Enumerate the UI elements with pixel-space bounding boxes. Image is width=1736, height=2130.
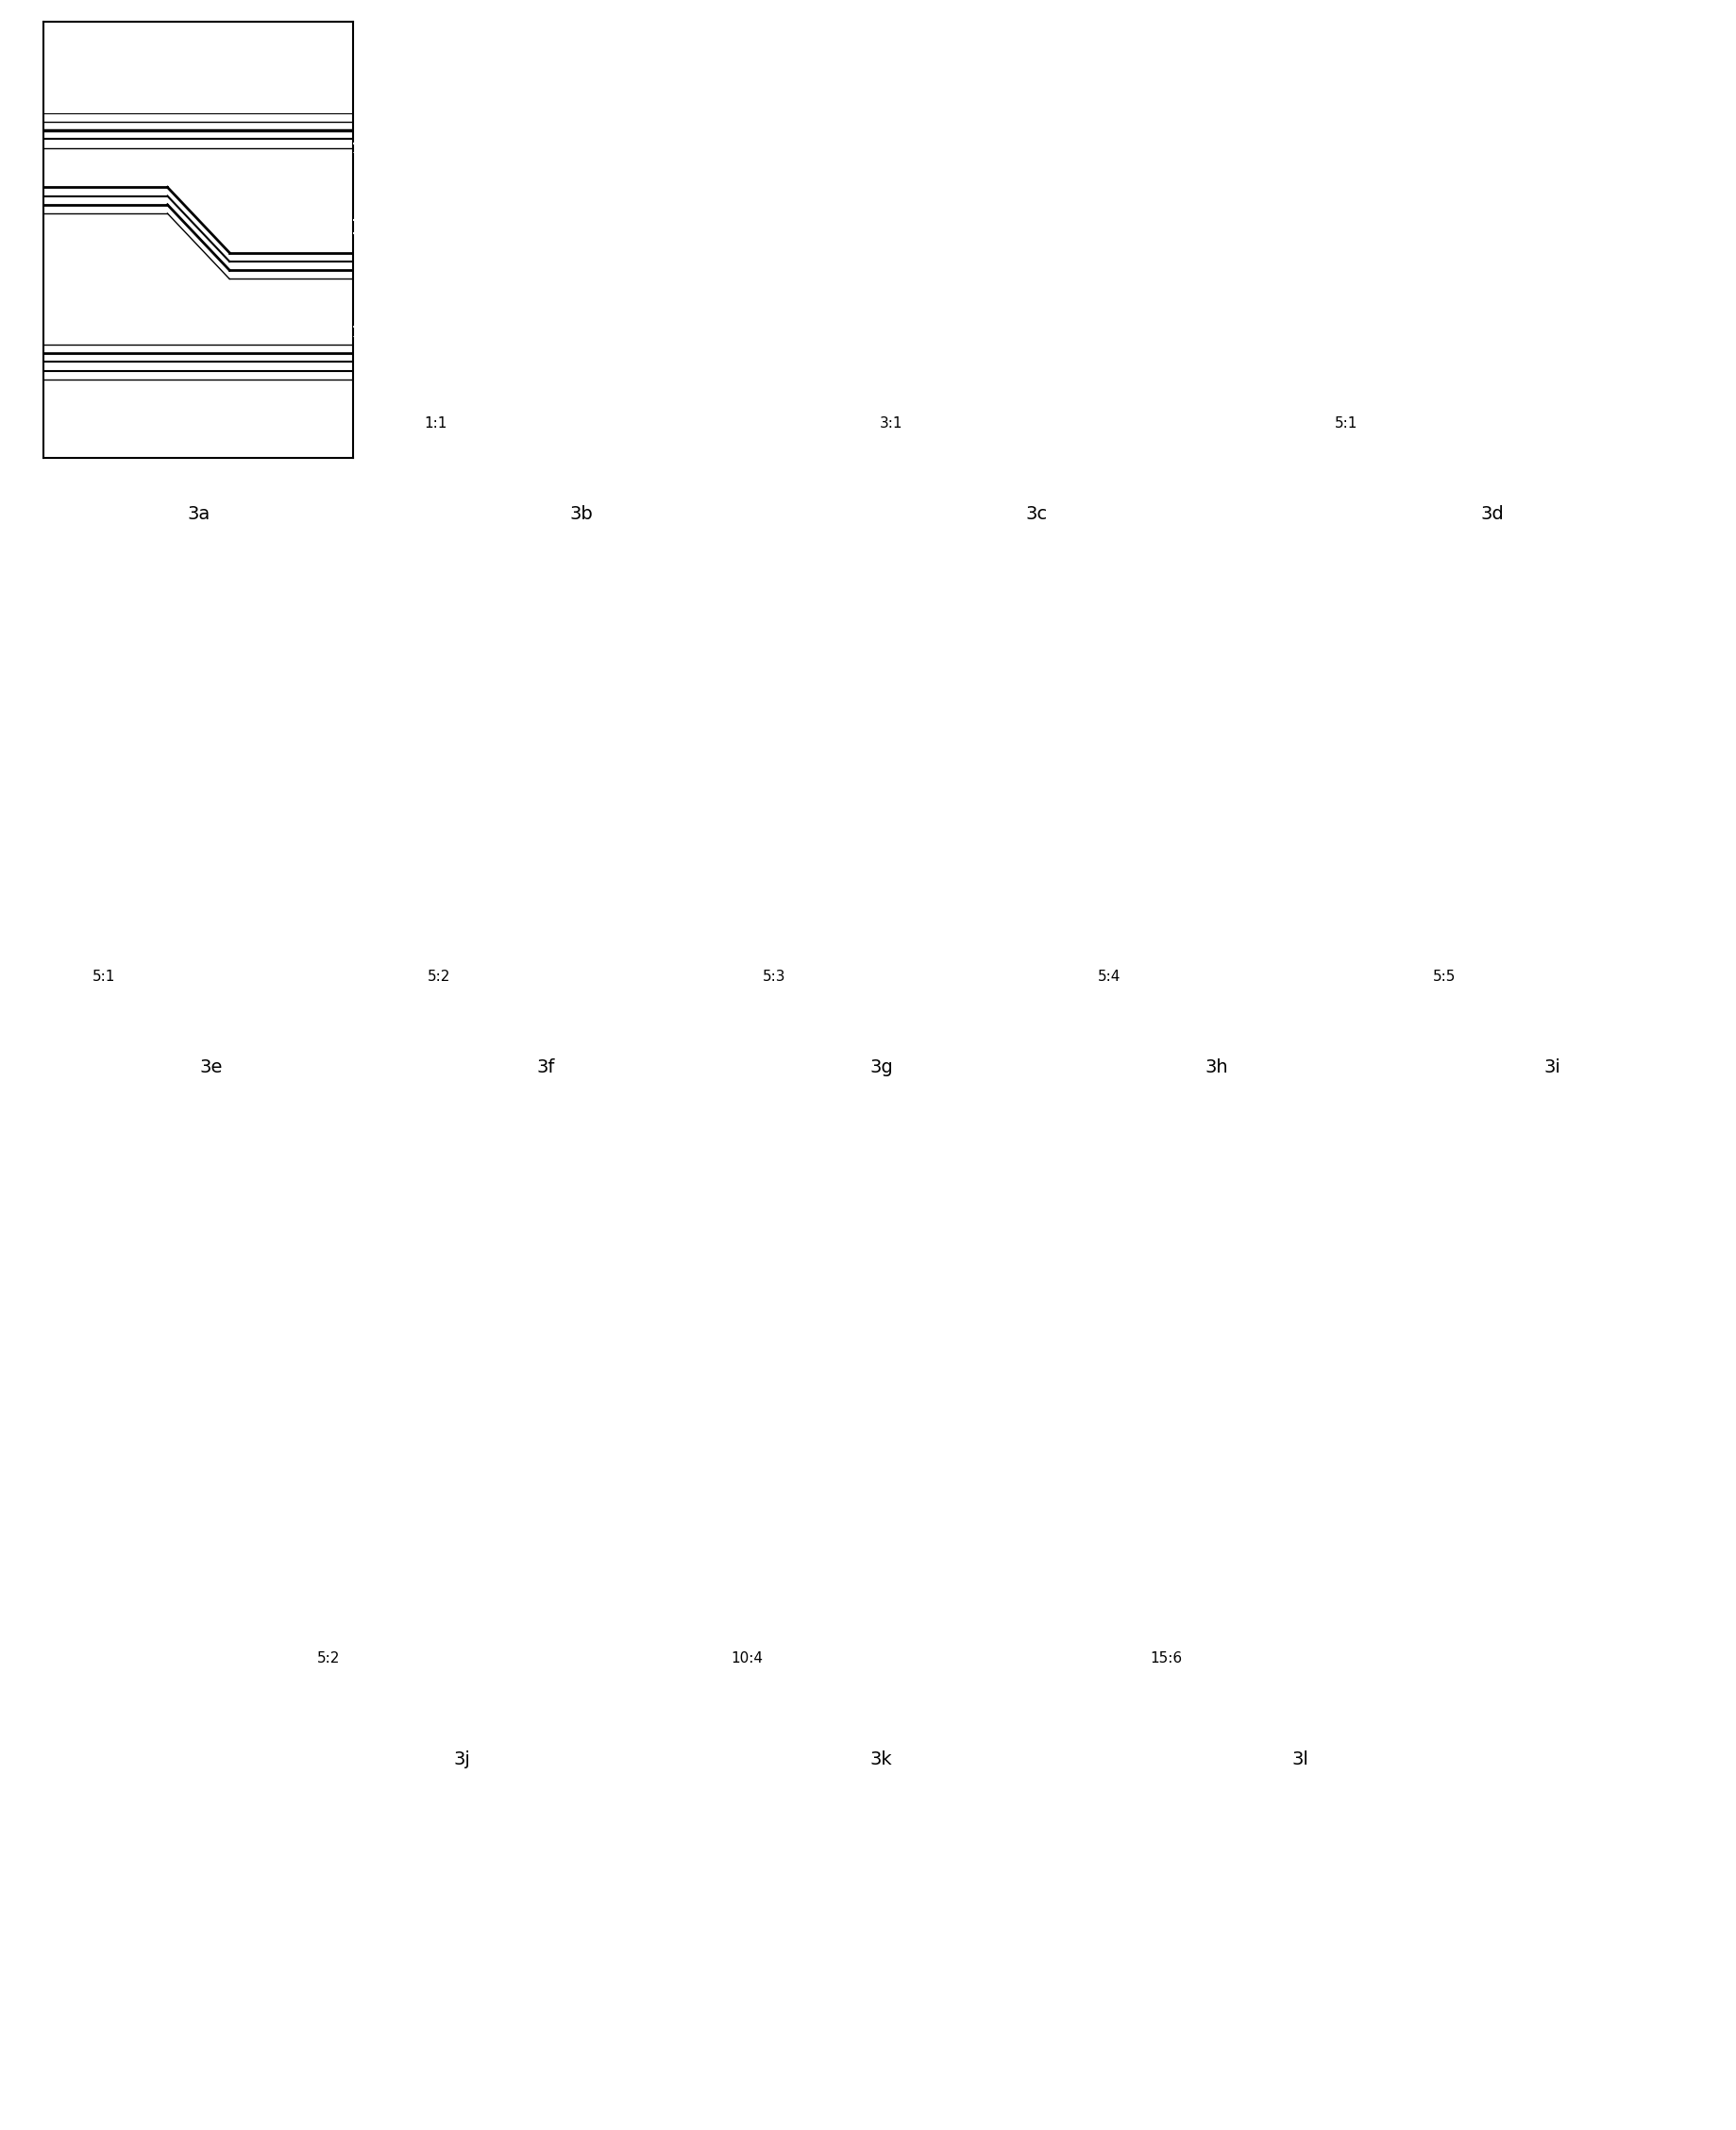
- Text: 3e: 3e: [200, 1059, 222, 1076]
- Text: 10:4: 10:4: [731, 1651, 764, 1666]
- Text: 15:6: 15:6: [1149, 1651, 1182, 1666]
- Text: 3i: 3i: [1543, 1059, 1559, 1076]
- Text: 3h: 3h: [1205, 1059, 1227, 1076]
- Text: 3:1: 3:1: [878, 415, 903, 430]
- Text: 3c: 3c: [1024, 505, 1047, 522]
- Text: 3f: 3f: [536, 1059, 556, 1076]
- Text: 5:2: 5:2: [316, 1651, 340, 1666]
- Text: 5:3: 5:3: [762, 969, 785, 984]
- Text: 5:4: 5:4: [1097, 969, 1120, 984]
- Text: 5:1: 5:1: [1333, 415, 1358, 430]
- Text: 5:1: 5:1: [92, 969, 115, 984]
- Text: 3j: 3j: [453, 1751, 470, 1768]
- Text: 5:5: 5:5: [1432, 969, 1455, 984]
- Text: 3l: 3l: [1292, 1751, 1309, 1768]
- Text: 3b: 3b: [569, 505, 592, 522]
- Text: 3k: 3k: [870, 1751, 892, 1768]
- Text: 3g: 3g: [870, 1059, 892, 1076]
- Text: 5:2: 5:2: [427, 969, 450, 984]
- Text: 3d: 3d: [1479, 505, 1503, 522]
- Text: 1:1: 1:1: [424, 415, 446, 430]
- Text: 3a: 3a: [187, 505, 210, 522]
